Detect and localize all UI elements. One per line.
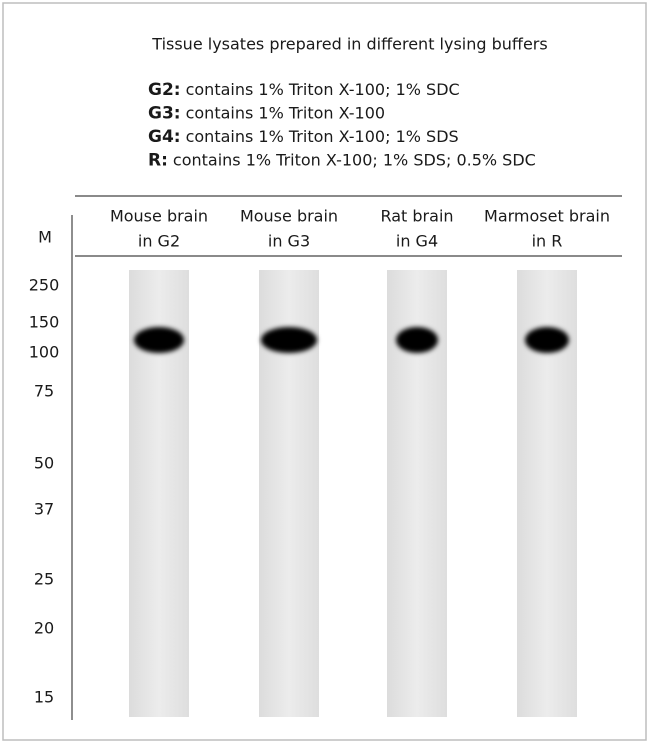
lane-label: in R (532, 232, 563, 251)
marker-label: 25 (34, 570, 54, 589)
buffer-key: G3: (148, 104, 181, 124)
lane-label: Rat brain (380, 207, 453, 226)
lane-label: in G4 (396, 232, 438, 251)
buffer-text: contains 1% Triton X-100; 1% SDC (186, 80, 460, 99)
marker-label: 100 (29, 343, 60, 362)
band (396, 327, 438, 353)
buffer-key: R: (148, 151, 168, 171)
marker-label: 20 (34, 619, 54, 638)
buffer-key: G2: (148, 80, 181, 100)
marker-label: 50 (34, 454, 54, 473)
buffer-text: contains 1% Triton X-100; 1% SDS (186, 127, 459, 146)
lane-label: Marmoset brain (484, 207, 610, 226)
buffer-line: G4: contains 1% Triton X-100; 1% SDS (148, 127, 459, 148)
band (525, 327, 569, 353)
marker-header: M (38, 228, 52, 247)
buffer-text: contains 1% Triton X-100; 1% SDS; 0.5% S… (173, 150, 536, 169)
buffer-key: G4: (148, 127, 181, 147)
marker-label: 150 (29, 313, 60, 332)
buffer-line: G2: contains 1% Triton X-100; 1% SDC (148, 80, 460, 101)
buffer-line: G3: contains 1% Triton X-100 (148, 103, 385, 124)
figure-title: Tissue lysates prepared in different lys… (151, 35, 547, 54)
band (261, 327, 317, 353)
lane-label: Mouse brain (240, 207, 338, 226)
marker-label: 15 (34, 688, 54, 707)
band (134, 327, 184, 353)
buffer-text: contains 1% Triton X-100 (186, 103, 386, 122)
marker-label: 75 (34, 382, 54, 401)
lane-label: Mouse brain (110, 207, 208, 226)
lane-label: in G2 (138, 232, 180, 251)
marker-label: 37 (34, 500, 54, 519)
buffer-line: R: contains 1% Triton X-100; 1% SDS; 0.5%… (148, 150, 536, 171)
lane-label: in G3 (268, 232, 310, 251)
marker-label: 250 (29, 276, 60, 295)
